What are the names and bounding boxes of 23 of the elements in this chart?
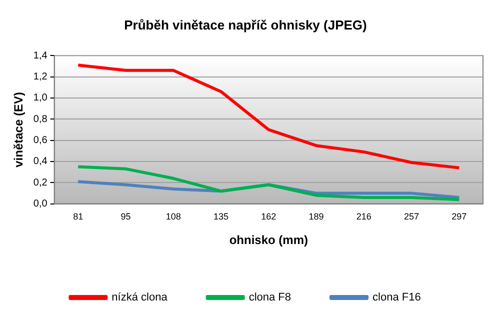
- legend-label: clona F16: [372, 292, 421, 304]
- chart-title: Průběh vinětace napříč ohnisky (JPEG): [124, 17, 367, 32]
- legend-label: clona F8: [248, 292, 292, 304]
- y-tick-label: 0,8: [33, 114, 48, 125]
- x-tick-label: 216: [356, 212, 372, 222]
- y-tick-label: 0,4: [33, 156, 48, 168]
- y-tick-label: 0,6: [33, 135, 48, 146]
- x-tick-label: 162: [261, 212, 276, 222]
- x-axis-title: ohnisko (mm): [229, 233, 308, 248]
- y-tick-label: 1,4: [33, 50, 48, 62]
- y-tick-label: 0,2: [33, 177, 48, 188]
- y-tick-label: 1,2: [33, 72, 48, 83]
- x-tick-label: 297: [452, 212, 467, 222]
- y-tick-label: 0,0: [33, 198, 48, 210]
- x-tick-label: 108: [166, 212, 181, 222]
- x-tick-label: 95: [120, 212, 131, 222]
- x-tick-label: 189: [308, 212, 324, 222]
- x-tick-label: 257: [404, 212, 420, 222]
- legend-label: nízká clona: [112, 292, 168, 304]
- y-tick-label: 1,0: [33, 92, 48, 104]
- x-tick-label: 135: [214, 212, 229, 222]
- y-axis-title: vinětace (EV): [12, 92, 26, 168]
- x-tick-label: 81: [73, 212, 84, 222]
